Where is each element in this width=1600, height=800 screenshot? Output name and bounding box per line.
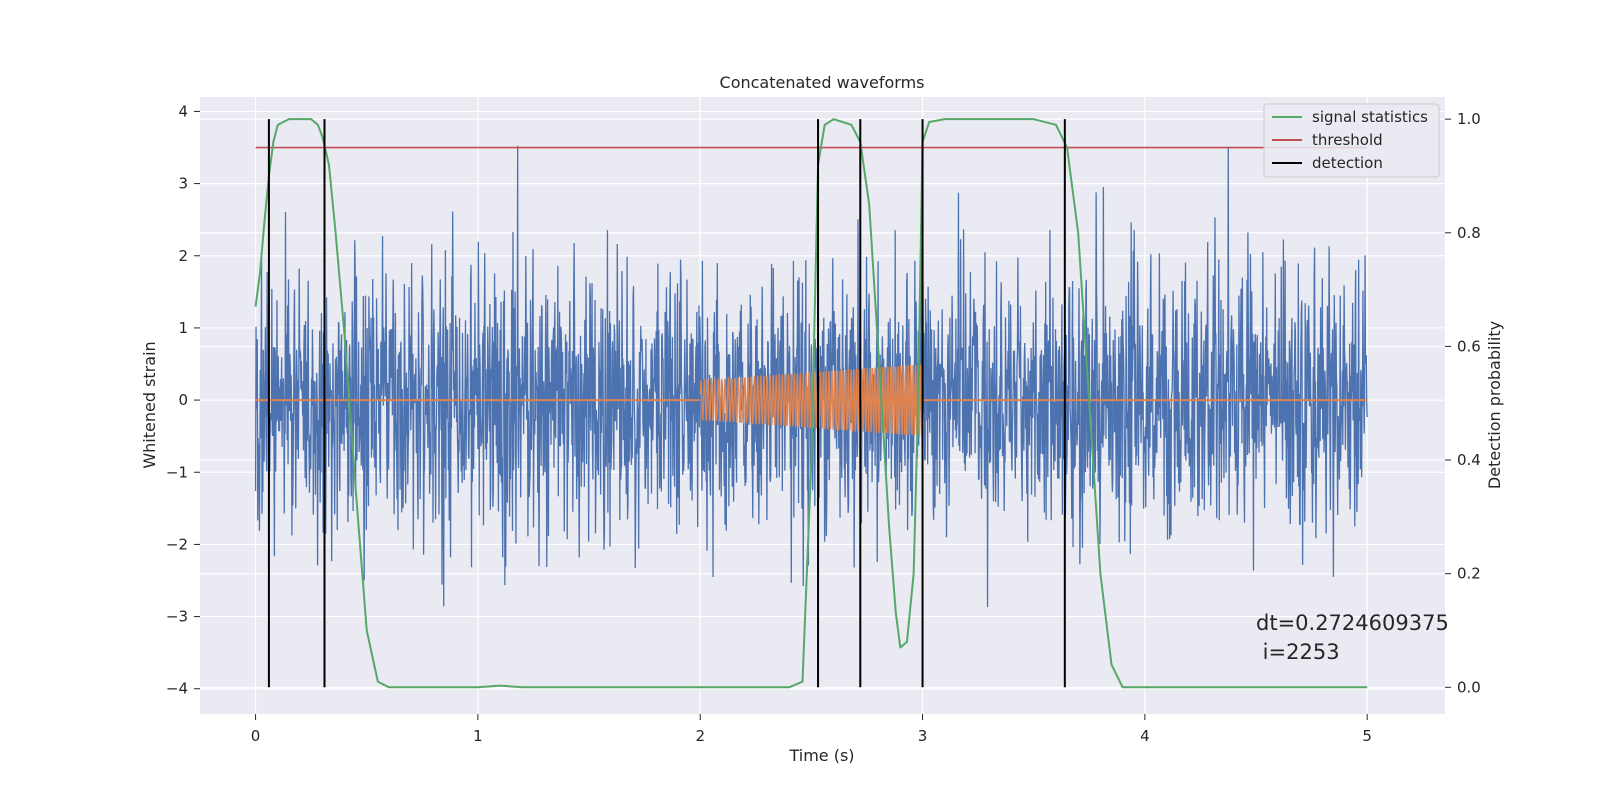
legend-label-signal-statistics: signal statistics — [1312, 108, 1428, 126]
y2-tick-label: 0.2 — [1457, 565, 1481, 583]
y2-tick-label: 0.8 — [1457, 224, 1481, 242]
y2-tick-label: 0.4 — [1457, 451, 1481, 469]
y-tick-labels: −4 −3 −2 −1 0 1 2 3 4 — [166, 102, 188, 697]
x-tick-labels: 0 1 2 3 4 5 — [251, 727, 1372, 745]
y-tick-label: 0 — [178, 391, 188, 409]
y-tick-label: 3 — [178, 175, 188, 193]
y2-tick-label: 0.6 — [1457, 337, 1481, 355]
y-tick-label: 1 — [178, 319, 188, 337]
annotation-line-1: dt=0.2724609375 — [1256, 611, 1449, 635]
legend-label-detection: detection — [1312, 154, 1383, 172]
legend-label-threshold: threshold — [1312, 131, 1383, 149]
data-series — [254, 118, 1368, 689]
dt-annotation: dt=0.2724609375 i=2253 — [1256, 611, 1449, 664]
legend: signal statistics threshold detection — [1263, 103, 1440, 178]
y-tick-label: −1 — [166, 463, 188, 481]
y-tick-label: 2 — [178, 247, 188, 265]
y-axis-label: Whitened strain — [140, 341, 159, 468]
legend-box — [1263, 103, 1440, 178]
y2-tick-label: 0.0 — [1457, 678, 1481, 696]
y-tick-label: 4 — [178, 102, 188, 120]
x-tick-label: 1 — [473, 727, 483, 745]
x-axis-label: Time (s) — [788, 746, 854, 765]
annotation-line-2: i=2253 — [1256, 640, 1340, 664]
x-tick-label: 0 — [251, 727, 261, 745]
y2-axis-label: Detection probability — [1485, 321, 1504, 489]
x-tick-label: 4 — [1140, 727, 1150, 745]
chirp-waveform-line — [699, 364, 924, 436]
x-tick-label: 2 — [695, 727, 705, 745]
y-tick-label: −4 — [166, 680, 188, 698]
x-tick-label: 5 — [1362, 727, 1372, 745]
y-tick-label: −2 — [166, 535, 188, 553]
tick-marks — [194, 110, 1451, 720]
y2-tick-label: 1.0 — [1457, 110, 1481, 128]
y2-tick-labels: 0.0 0.2 0.4 0.6 0.8 1.0 — [1457, 110, 1481, 696]
x-tick-label: 3 — [918, 727, 928, 745]
chart-title: Concatenated waveforms — [720, 73, 925, 92]
y-tick-label: −3 — [166, 608, 188, 626]
